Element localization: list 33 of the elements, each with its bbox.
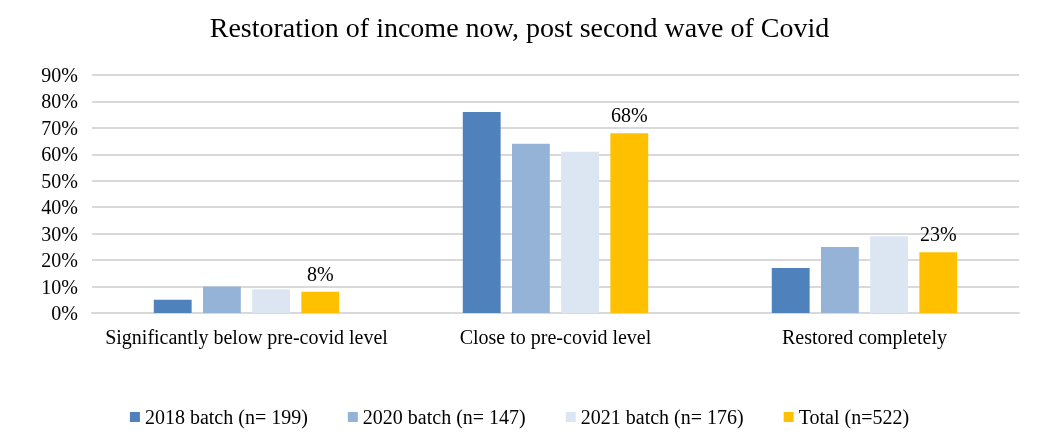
- y-tick-label: 0%: [51, 302, 78, 324]
- bar: [561, 151, 600, 313]
- bar: [301, 291, 340, 313]
- y-tick-label: 80%: [41, 90, 78, 113]
- bar: [771, 268, 810, 313]
- legend-label: 2021 batch (n= 176): [580, 406, 744, 429]
- chart-title: Restoration of income now, post second wave of Covid: [209, 11, 830, 43]
- y-tick-label: 20%: [41, 249, 78, 272]
- bar: [202, 286, 241, 313]
- bar: [511, 143, 550, 313]
- y-tick-label: 10%: [41, 275, 78, 298]
- y-tick-label: 40%: [41, 196, 78, 219]
- bar: [870, 236, 909, 313]
- y-tick-label: 90%: [41, 64, 78, 86]
- y-tick-label: 70%: [41, 116, 78, 139]
- bar: [252, 289, 291, 313]
- bar: [610, 133, 649, 313]
- x-tick-label: Significantly below pre-covid level: [105, 326, 389, 349]
- x-tick-label: Restored completely: [782, 326, 947, 349]
- bar: [919, 252, 958, 313]
- legend-label: Total (n=522): [798, 406, 910, 429]
- y-tick-label: 60%: [41, 143, 78, 166]
- data-label: 23%: [919, 223, 957, 246]
- legend-label: 2018 batch (n= 199): [144, 406, 308, 429]
- y-tick-label: 30%: [41, 222, 78, 245]
- legend-label: 2020 batch (n= 147): [362, 406, 526, 429]
- y-tick-label: 50%: [41, 169, 78, 192]
- bar: [820, 246, 859, 313]
- bar: [462, 112, 501, 313]
- x-tick-label: Close to pre-covid level: [459, 326, 652, 349]
- data-label: 8%: [306, 262, 334, 285]
- bar: [153, 299, 192, 313]
- data-label: 68%: [610, 104, 648, 127]
